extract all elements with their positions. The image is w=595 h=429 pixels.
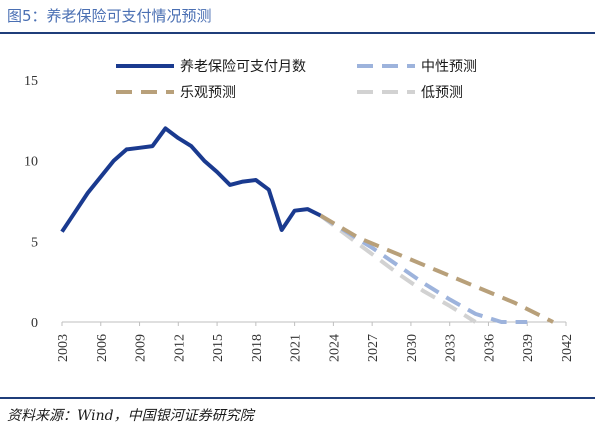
x-tick-label: 2036 (482, 334, 497, 362)
x-tick-label: 2012 (172, 334, 187, 362)
series-line (319, 213, 554, 324)
y-tick-label: 5 (31, 235, 38, 250)
x-tick-label: 2009 (134, 334, 149, 362)
x-tick-label: 2033 (444, 334, 459, 362)
pension-forecast-chart: 0 5 10 15 2003 2006 2009 2012 2015 2018 2021 2024 20… (24, 59, 575, 362)
x-tick-label: 2003 (56, 334, 71, 362)
legend-label: 乐观预测 (180, 85, 236, 101)
y-tick-label: 10 (24, 155, 38, 170)
series-line (319, 213, 477, 324)
x-tick-label: 2021 (289, 334, 304, 362)
x-tick-label: 2024 (327, 334, 342, 362)
legend-label: 低预测 (421, 85, 463, 101)
figure-title: 图5：养老保险可支付情况预测 (7, 7, 212, 25)
x-tick-label: 2027 (366, 334, 381, 362)
series-line (60, 126, 322, 233)
legend-label: 养老保险可支付月数 (180, 59, 306, 75)
source-rule (0, 397, 595, 399)
y-tick-label: 15 (24, 74, 38, 89)
x-tick-label: 2039 (521, 334, 536, 362)
y-tick-label: 0 (31, 316, 38, 331)
title-rule (0, 32, 595, 34)
x-tick-label: 2030 (405, 334, 420, 362)
legend-label: 中性预测 (421, 59, 477, 75)
x-tick-label: 2018 (250, 334, 265, 362)
source-note: 资料来源：Wind，中国银河证券研究院 (7, 408, 254, 424)
x-tick-label: 2006 (95, 334, 110, 362)
x-tick-label: 2042 (560, 334, 575, 362)
x-tick-label: 2015 (211, 334, 226, 362)
